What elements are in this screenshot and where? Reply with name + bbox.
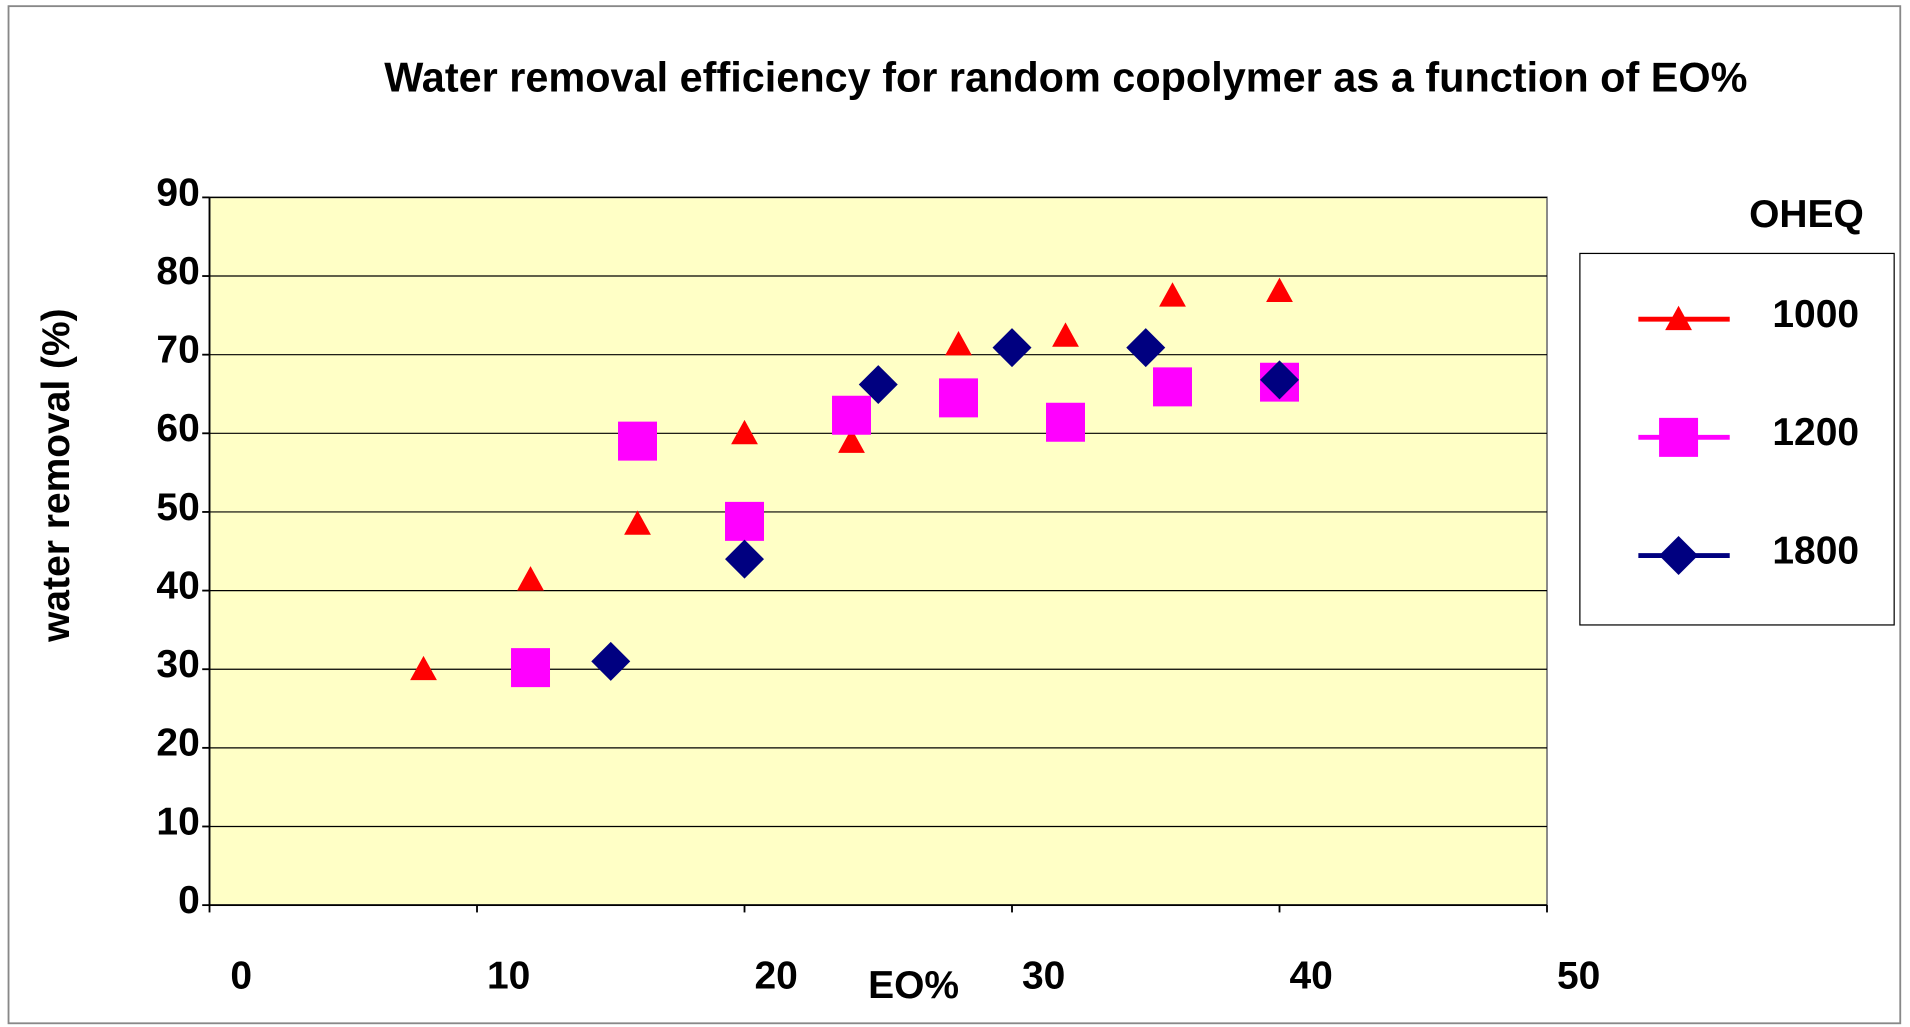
point — [1052, 322, 1079, 347]
point — [1266, 277, 1293, 302]
point — [511, 648, 551, 688]
legend-box — [1579, 252, 1895, 626]
y-tick-label: 70 — [156, 329, 199, 372]
legend-title: OHEQ — [1749, 193, 1864, 236]
point — [858, 365, 898, 405]
legend-label: 1200 — [1772, 411, 1859, 454]
y-tick-label: 60 — [156, 407, 199, 450]
legend-label: 1000 — [1772, 293, 1859, 336]
point — [945, 331, 972, 356]
y-tick-label: 30 — [156, 643, 199, 686]
legend-marker — [1659, 417, 1699, 457]
point — [725, 539, 764, 579]
point — [591, 641, 631, 681]
legend-label: 1800 — [1772, 529, 1859, 572]
y-axis-title: water removal (%) — [35, 308, 78, 643]
point — [517, 566, 544, 591]
y-tick-label: 90 — [156, 171, 199, 214]
y-tick-label: 20 — [156, 722, 199, 765]
title-box: Water removal efficiency for random copo… — [384, 54, 1748, 102]
point — [1260, 360, 1299, 400]
point — [410, 655, 437, 681]
y-tick-label: 80 — [156, 250, 199, 293]
x-tick-label: 20 — [755, 955, 798, 998]
point — [725, 501, 764, 541]
y-tick-label: 50 — [156, 486, 199, 529]
x-tick-label: 30 — [1022, 955, 1065, 998]
point — [832, 395, 871, 435]
x-tick-label: 0 — [230, 955, 252, 998]
legend-marker — [1665, 305, 1692, 331]
point — [939, 378, 978, 418]
y-tick-label: 40 — [156, 564, 199, 607]
x-axis-title: EO% — [868, 964, 959, 1007]
x-tick-label: 10 — [487, 955, 530, 998]
y-tick-label: 0 — [178, 879, 200, 922]
point — [838, 428, 865, 453]
point — [1126, 328, 1166, 368]
point — [618, 421, 658, 461]
point — [624, 510, 651, 535]
y-tick-label: 10 — [156, 800, 199, 843]
point — [1046, 402, 1085, 442]
x-tick-label: 50 — [1557, 955, 1600, 998]
x-tick-label: 40 — [1289, 955, 1332, 998]
legend-marker — [1659, 536, 1699, 576]
point — [731, 419, 758, 445]
point — [1159, 282, 1186, 307]
chart-title: Water removal efficiency for random copo… — [384, 54, 1748, 102]
plot-area — [208, 196, 1548, 907]
point — [1153, 367, 1192, 407]
